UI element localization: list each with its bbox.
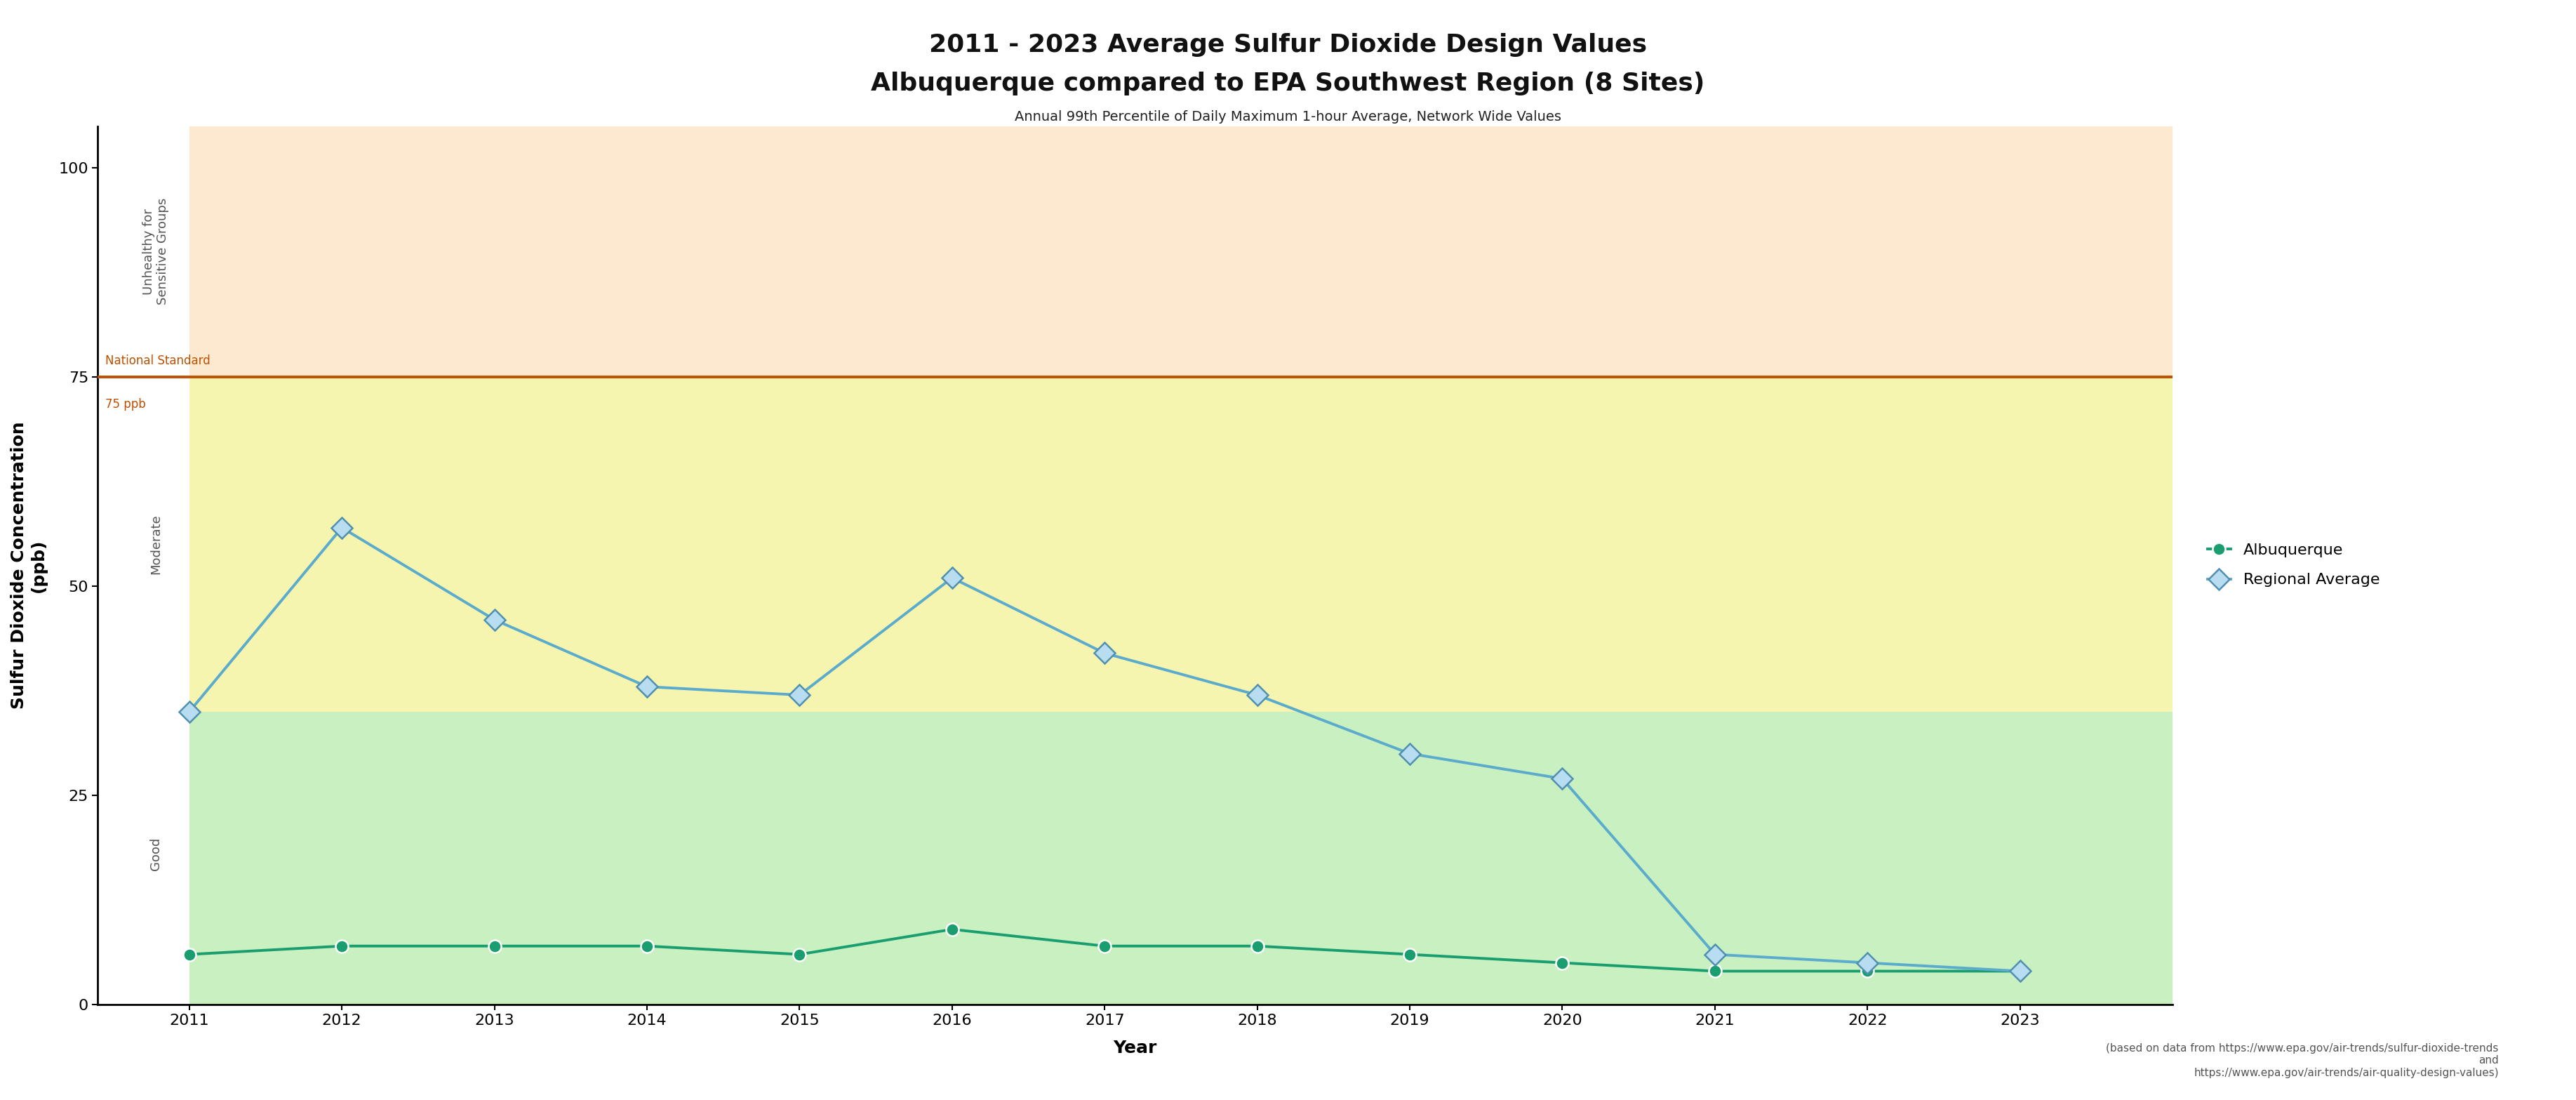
Regional Average	[938, 571, 969, 584]
Regional Average	[479, 613, 510, 626]
Regional Average	[1546, 772, 1577, 785]
Albuquerque	[173, 948, 204, 961]
Y-axis label: Sulfur Dioxide Concentration
(ppb): Sulfur Dioxide Concentration (ppb)	[10, 421, 46, 710]
Albuquerque	[479, 939, 510, 953]
Albuquerque	[1242, 939, 1273, 953]
Albuquerque	[327, 939, 358, 953]
X-axis label: Year: Year	[1113, 1040, 1157, 1056]
Regional Average	[1394, 747, 1425, 760]
Albuquerque	[1700, 965, 1731, 978]
Regional Average	[783, 689, 814, 702]
Albuquerque	[1546, 956, 1577, 969]
Text: Unhealthy for
Sensitive Groups: Unhealthy for Sensitive Groups	[142, 198, 170, 305]
Regional Average	[1090, 647, 1121, 660]
Text: 2011 - 2023 Average Sulfur Dioxide Design Values: 2011 - 2023 Average Sulfur Dioxide Desig…	[930, 33, 1646, 57]
Text: Annual 99th Percentile of Daily Maximum 1-hour Average, Network Wide Values: Annual 99th Percentile of Daily Maximum …	[1015, 110, 1561, 123]
Regional Average	[1700, 948, 1731, 961]
Text: (based on data from https://www.epa.gov/air-trends/sulfur-dioxide-trends
and
htt: (based on data from https://www.epa.gov/…	[2107, 1043, 2499, 1078]
Albuquerque	[631, 939, 662, 953]
Text: Good: Good	[149, 837, 162, 870]
Text: 75 ppb: 75 ppb	[106, 398, 147, 410]
Albuquerque	[1090, 939, 1121, 953]
Text: National Standard: National Standard	[106, 354, 211, 367]
Regional Average	[1852, 956, 1883, 969]
Albuquerque	[783, 948, 814, 961]
Regional Average	[1242, 689, 1273, 702]
Regional Average	[327, 521, 358, 535]
Albuquerque	[2004, 965, 2035, 978]
Text: Moderate: Moderate	[149, 515, 162, 574]
Albuquerque	[938, 923, 969, 936]
Text: Albuquerque compared to EPA Southwest Region (8 Sites): Albuquerque compared to EPA Southwest Re…	[871, 72, 1705, 96]
Albuquerque	[1394, 948, 1425, 961]
Legend: Albuquerque, Regional Average: Albuquerque, Regional Average	[2200, 537, 2385, 593]
Line: Regional Average: Regional Average	[183, 520, 2027, 979]
Regional Average	[631, 680, 662, 693]
Regional Average	[2004, 965, 2035, 978]
Albuquerque	[1852, 965, 1883, 978]
Regional Average	[173, 705, 204, 718]
Line: Albuquerque: Albuquerque	[183, 923, 2027, 978]
